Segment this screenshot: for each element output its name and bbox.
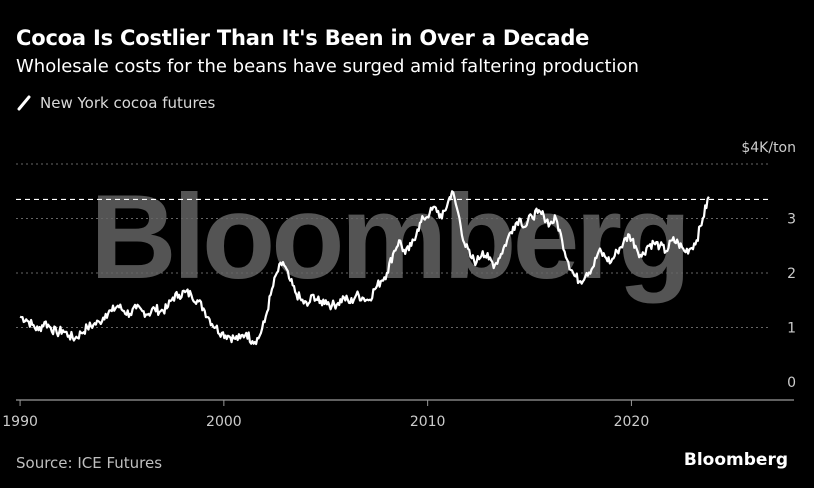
y-tick-label-0: 0 <box>787 375 796 391</box>
legend-label: New York cocoa futures <box>40 94 216 112</box>
series-line-0 <box>19 190 710 346</box>
chart-title: Cocoa Is Costlier Than It's Been in Over… <box>16 26 590 50</box>
x-tick-label-2010: 2010 <box>410 414 446 430</box>
y-tick-label-2: 2 <box>787 266 796 282</box>
source-note: Source: ICE Futures <box>16 454 163 472</box>
brand-logo: Bloomberg <box>683 450 788 470</box>
x-tick-label-2000: 2000 <box>206 414 242 430</box>
y-tick-label-4: $4K/ton <box>741 140 796 156</box>
slash-line-icon <box>17 95 31 111</box>
x-tick-label-2020: 2020 <box>614 414 650 430</box>
y-tick-label-1: 1 <box>787 321 796 337</box>
x-tick-label-1990: 1990 <box>2 414 38 430</box>
chart-subtitle: Wholesale costs for the beans have surge… <box>16 56 639 77</box>
y-tick-label-3: 3 <box>787 212 796 228</box>
legend: New York cocoa futures <box>16 94 215 112</box>
